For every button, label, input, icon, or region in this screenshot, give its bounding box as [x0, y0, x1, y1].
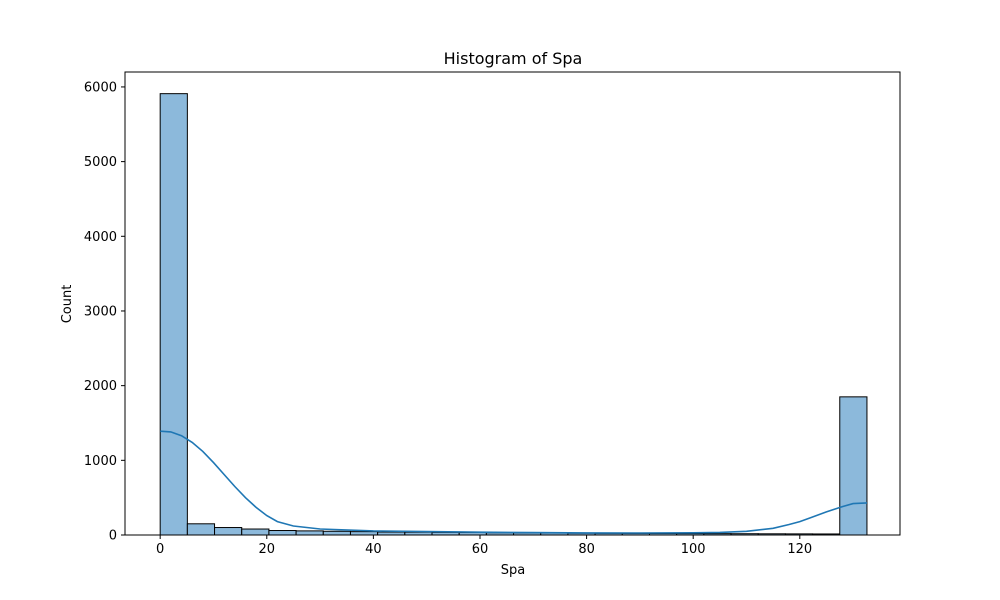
histogram-bar-1 [186, 523, 216, 536]
x-axis-label: Spa [501, 563, 525, 578]
y-tick-label-1000: 1000 [84, 454, 117, 469]
histogram-bar-3 [241, 528, 270, 536]
x-tick-label-120: 120 [787, 542, 812, 557]
axes: 0 20 40 60 80 100 120 0 1000 2000 3000 4000 5000 6000 [84, 71, 901, 557]
x-tick-label-20: 20 [259, 542, 276, 557]
y-tick-label-3000: 3000 [84, 304, 117, 319]
histogram-bar-6 [322, 530, 351, 536]
y-axis-label: Count [60, 285, 75, 324]
y-tick-label-2000: 2000 [84, 379, 117, 394]
x-tick-label-60: 60 [472, 542, 489, 557]
histogram-bar-4 [268, 530, 297, 536]
histogram-bar-2 [214, 527, 243, 536]
y-tick-label-6000: 6000 [84, 80, 117, 95]
chart-title: Histogram of Spa [444, 49, 583, 68]
histogram-bar-7 [349, 531, 379, 536]
histogram-bar-25 [839, 396, 868, 536]
y-tick-label-5000: 5000 [84, 155, 117, 170]
histogram-bar-0 [159, 93, 188, 536]
y-tick-label-4000: 4000 [84, 230, 117, 245]
x-tick-label-40: 40 [365, 542, 382, 557]
x-tick-label-100: 100 [681, 542, 706, 557]
x-tick-label-0: 0 [156, 542, 164, 557]
y-tick-label-0: 0 [109, 529, 117, 544]
histogram-bar-5 [295, 530, 324, 536]
plot-area [159, 93, 868, 536]
axes-frame [124, 71, 901, 536]
kde-line [160, 430, 868, 534]
x-tick-label-80: 80 [578, 542, 595, 557]
